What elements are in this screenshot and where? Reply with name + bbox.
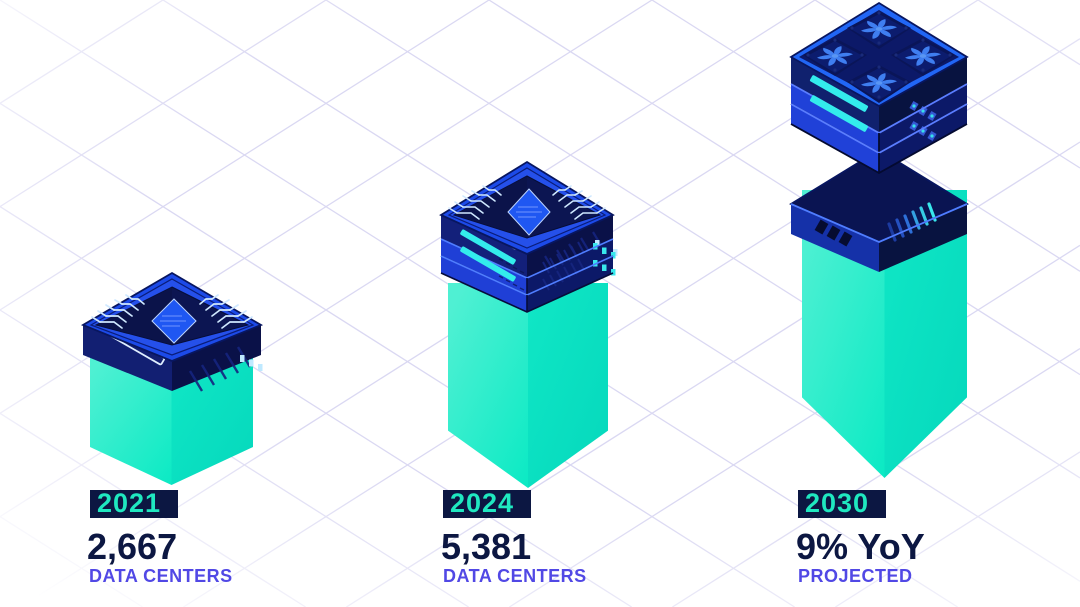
svg-text:PROJECTED: PROJECTED (798, 566, 913, 586)
svg-text:2030: 2030 (805, 488, 869, 518)
svg-text:5,381: 5,381 (441, 526, 531, 567)
svg-text:DATA CENTERS: DATA CENTERS (89, 566, 233, 586)
svg-text:2,667: 2,667 (87, 526, 177, 567)
svg-text:9% YoY: 9% YoY (796, 526, 925, 567)
svg-text:DATA CENTERS: DATA CENTERS (443, 566, 587, 586)
svg-text:2021: 2021 (97, 488, 161, 518)
svg-text:2024: 2024 (450, 488, 514, 518)
